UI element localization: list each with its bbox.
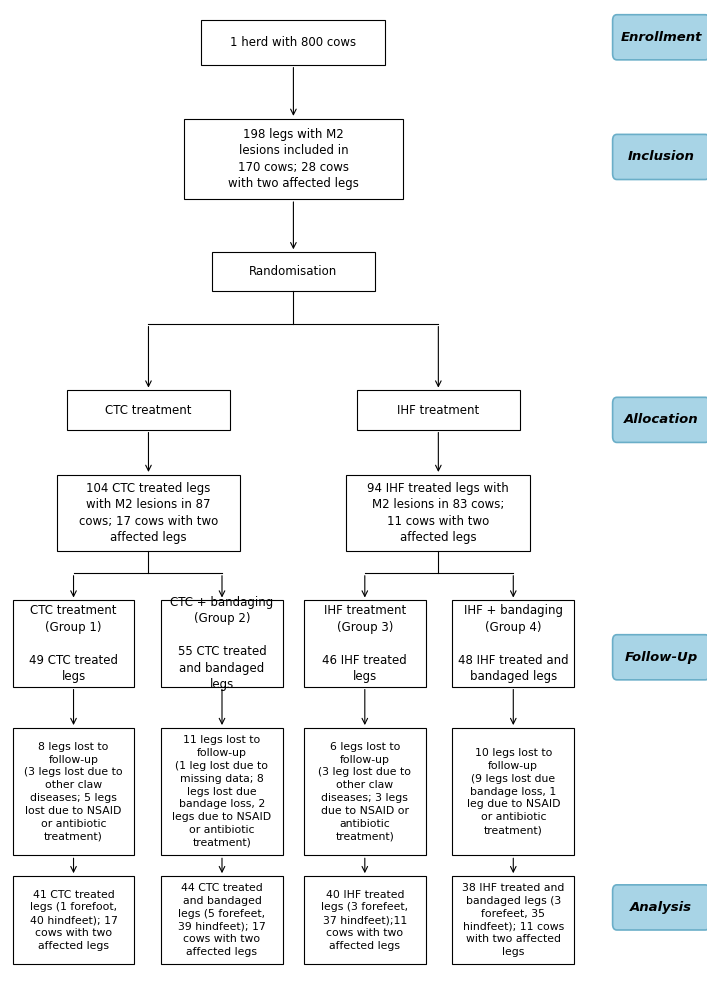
Text: 40 IHF treated
legs (3 forefeet,
37 hindfeet);11
cows with two
affected legs: 40 IHF treated legs (3 forefeet, 37 hind… [321,890,409,951]
FancyBboxPatch shape [612,15,707,60]
Text: Enrollment: Enrollment [620,30,702,44]
FancyBboxPatch shape [161,728,283,855]
FancyBboxPatch shape [304,600,426,687]
FancyBboxPatch shape [184,119,403,199]
FancyBboxPatch shape [452,728,574,855]
Text: CTC + bandaging
(Group 2)

55 CTC treated
and bandaged
legs: CTC + bandaging (Group 2) 55 CTC treated… [170,595,274,692]
FancyBboxPatch shape [304,728,426,855]
FancyBboxPatch shape [346,475,530,551]
Text: 198 legs with M2
lesions included in
170 cows; 28 cows
with two affected legs: 198 legs with M2 lesions included in 170… [228,128,359,190]
FancyBboxPatch shape [13,876,134,964]
Text: 94 IHF treated legs with
M2 lesions in 83 cows;
11 cows with two
affected legs: 94 IHF treated legs with M2 lesions in 8… [368,482,509,544]
FancyBboxPatch shape [452,876,574,964]
FancyBboxPatch shape [612,134,707,180]
Text: 38 IHF treated and
bandaged legs (3
forefeet, 35
hindfeet); 11 cows
with two aff: 38 IHF treated and bandaged legs (3 fore… [462,883,564,957]
FancyBboxPatch shape [67,390,230,430]
Text: 10 legs lost to
follow-up
(9 legs lost due
bandage loss, 1
leg due to NSAID
or a: 10 legs lost to follow-up (9 legs lost d… [467,749,560,835]
FancyBboxPatch shape [452,600,574,687]
Text: 41 CTC treated
legs (1 forefoot,
40 hindfeet); 17
cows with two
affected legs: 41 CTC treated legs (1 forefoot, 40 hind… [30,890,117,951]
FancyBboxPatch shape [612,635,707,680]
Text: 44 CTC treated
and bandaged
legs (5 forefeet,
39 hindfeet); 17
cows with two
aff: 44 CTC treated and bandaged legs (5 fore… [178,883,266,957]
Text: CTC treatment: CTC treatment [105,403,192,417]
Text: Inclusion: Inclusion [628,150,694,164]
Text: IHF treatment: IHF treatment [397,403,479,417]
Text: 6 legs lost to
follow-up
(3 leg lost due to
other claw
diseases; 3 legs
due to N: 6 legs lost to follow-up (3 leg lost due… [318,742,411,842]
FancyBboxPatch shape [612,397,707,442]
FancyBboxPatch shape [161,876,283,964]
FancyBboxPatch shape [304,876,426,964]
Text: CTC treatment
(Group 1)

49 CTC treated
legs: CTC treatment (Group 1) 49 CTC treated l… [29,604,118,683]
Text: Follow-Up: Follow-Up [624,650,698,664]
Text: 1 herd with 800 cows: 1 herd with 800 cows [230,35,356,49]
Text: 11 legs lost to
follow-up
(1 leg lost due to
missing data; 8
legs lost due
banda: 11 legs lost to follow-up (1 leg lost du… [173,736,271,848]
FancyBboxPatch shape [357,390,520,430]
Text: 104 CTC treated legs
with M2 lesions in 87
cows; 17 cows with two
affected legs: 104 CTC treated legs with M2 lesions in … [79,482,218,544]
Text: Randomisation: Randomisation [250,265,337,279]
Text: Allocation: Allocation [624,413,699,427]
FancyBboxPatch shape [13,600,134,687]
FancyBboxPatch shape [57,475,240,551]
Text: IHF treatment
(Group 3)

46 IHF treated
legs: IHF treatment (Group 3) 46 IHF treated l… [322,604,407,683]
FancyBboxPatch shape [612,885,707,930]
Text: Analysis: Analysis [630,901,692,914]
Text: 8 legs lost to
follow-up
(3 legs lost due to
other claw
diseases; 5 legs
lost du: 8 legs lost to follow-up (3 legs lost du… [24,742,123,842]
Text: IHF + bandaging
(Group 4)

48 IHF treated and
bandaged legs: IHF + bandaging (Group 4) 48 IHF treated… [458,604,568,683]
FancyBboxPatch shape [161,600,283,687]
FancyBboxPatch shape [201,20,385,65]
FancyBboxPatch shape [212,252,375,291]
FancyBboxPatch shape [13,728,134,855]
